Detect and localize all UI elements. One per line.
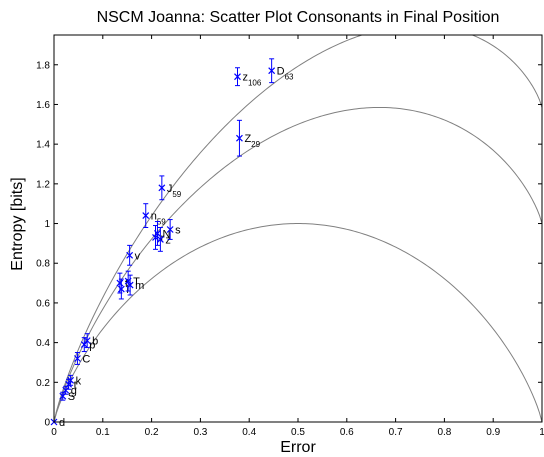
plot-frame [53, 34, 543, 423]
point-label: l [126, 284, 128, 296]
y-tick-label: 1.2 [36, 179, 50, 190]
data-point: p [80, 337, 95, 353]
reference-curve-2 [54, 106, 542, 422]
x-marker [126, 281, 134, 289]
x-tick-label: 0.8 [437, 427, 451, 438]
x-marker [158, 184, 166, 192]
x-axis-label: Error [280, 439, 316, 456]
data-point: k [67, 374, 82, 387]
x-marker [73, 355, 81, 362]
axis-ticks: 0 0.1 0.2 0.3 0.4 0.5 0.6 0.7 0.8 0.9 1 0 0.2 0.4 0.6 0… [36, 35, 544, 438]
y-tick-label: 1 [44, 219, 50, 230]
x-marker [126, 251, 134, 259]
x-marker [234, 73, 241, 81]
data-point: z106 [234, 67, 262, 88]
x-tick-label: 0 [51, 427, 57, 438]
reference-curve-3 [54, 35, 542, 422]
x-marker [166, 226, 174, 233]
point-label: z106 [242, 72, 261, 88]
point-label: n59 [151, 211, 167, 227]
point-label-subscript: 63 [285, 73, 294, 82]
x-tick-label: 1 [539, 427, 544, 438]
x-tick-label: 0.6 [340, 427, 354, 438]
y-tick-label: 1.8 [36, 60, 50, 71]
point-label: f [125, 278, 129, 290]
point-label: T [133, 276, 140, 288]
point-label: C [82, 353, 90, 365]
x-marker [117, 285, 125, 293]
point-label: N [162, 228, 170, 240]
y-tick-label: 1.6 [36, 100, 50, 111]
point-label: r [161, 232, 165, 244]
y-tick-label: 0 [44, 418, 50, 429]
point-label-subscript: 59 [157, 218, 166, 227]
x-tick-label: 0.1 [96, 427, 110, 438]
point-label-subscript: 59 [172, 190, 181, 199]
data-point: l [117, 278, 129, 300]
point-label: t [74, 379, 77, 391]
x-tick-label: 0.3 [193, 427, 207, 438]
x-tick-label: 0.5 [291, 427, 305, 438]
data-point: v [126, 244, 141, 266]
data-point: m [126, 274, 144, 296]
point-label: z [165, 234, 171, 246]
point-label: s [175, 224, 181, 236]
point-label: S [68, 391, 75, 403]
x-marker [156, 235, 164, 243]
y-tick-label: 1.4 [36, 140, 50, 151]
reference-curve-1 [54, 223, 542, 422]
y-tick-label: 0.8 [36, 259, 50, 270]
point-label: v [135, 250, 141, 262]
y-tick-label: 0.4 [36, 338, 50, 349]
point-label: k [76, 375, 82, 387]
point-label: p [89, 340, 95, 352]
x-marker [83, 337, 91, 345]
data-point: D63 [268, 58, 294, 84]
x-marker [62, 386, 70, 394]
data-point: s [166, 219, 181, 240]
x-marker [116, 279, 124, 287]
x-tick-label: 0.7 [389, 427, 403, 438]
reference-curves [54, 35, 542, 422]
point-label: m [135, 280, 144, 292]
y-tick-label: 0.6 [36, 298, 50, 309]
point-label: g [71, 385, 77, 397]
point-label: b [92, 336, 98, 348]
x-marker [268, 67, 276, 75]
point-label-subscript: 106 [248, 79, 262, 88]
x-tick-label: 0.9 [486, 427, 500, 438]
data-point: b [83, 333, 98, 349]
data-point: z [156, 227, 171, 252]
x-marker [154, 230, 161, 237]
x-tick-label: 0.4 [242, 427, 256, 438]
x-marker [142, 212, 150, 220]
data-point: N [154, 221, 170, 246]
point-label: Z29 [244, 133, 260, 149]
y-tick-label: 0.2 [36, 378, 50, 389]
point-label-subscript: 29 [251, 140, 260, 149]
x-marker [236, 134, 243, 142]
data-point: C [73, 352, 90, 365]
x-marker [80, 341, 88, 349]
chart-title: NSCM Joanna: Scatter Plot Consonants in … [97, 9, 500, 26]
x-tick-label: 0.2 [145, 427, 159, 438]
point-label: d [59, 417, 65, 429]
x-marker [67, 376, 75, 384]
y-axis-label: Entropy [bits] [9, 177, 26, 270]
